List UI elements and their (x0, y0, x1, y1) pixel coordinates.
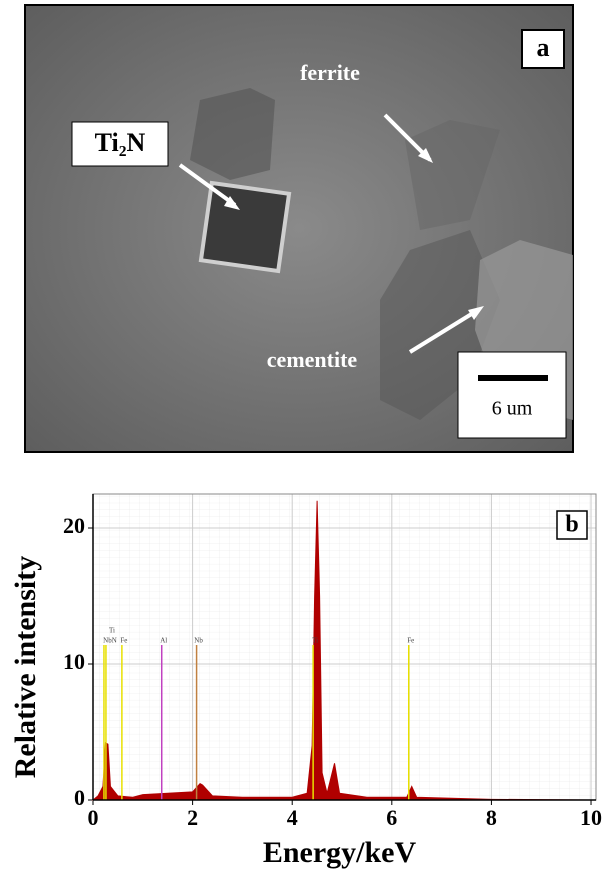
x-tick-label: 0 (88, 805, 99, 830)
plot-background (93, 494, 596, 800)
y-tick-label: 20 (63, 513, 85, 538)
sem-panel: a ferrite Ti₂N cementite 6 um (25, 5, 573, 452)
x-tick-label: 10 (580, 805, 602, 830)
x-axis-title: Energy/keV (263, 836, 417, 869)
scale-box (458, 352, 566, 438)
ti2n-particle (201, 183, 289, 271)
ti2n-label: Ti₂N (95, 128, 146, 157)
element-label: Ti (109, 627, 115, 635)
x-tick-label: 6 (386, 805, 397, 830)
element-label: NbN (103, 637, 117, 645)
x-tick-label: 2 (187, 805, 198, 830)
element-label: Fe (120, 637, 127, 645)
x-tick-label: 8 (486, 805, 497, 830)
grain (190, 88, 275, 180)
figure: a ferrite Ti₂N cementite 6 um 0 10 20 0 2 4 6 8… (0, 0, 606, 872)
ferrite-label: ferrite (300, 60, 360, 85)
y-axis-title: Relative intensity (9, 556, 42, 778)
element-label: Fe (407, 637, 414, 645)
panel-label: b (565, 512, 578, 538)
cementite-label: cementite (267, 347, 358, 372)
scale-label: 6 um (492, 398, 533, 420)
element-label: Ti (312, 637, 318, 645)
y-tick-label: 10 (63, 649, 85, 674)
panel-label: a (537, 33, 550, 62)
element-label: Al (160, 637, 167, 645)
element-label: Nb (194, 637, 203, 645)
x-tick-label: 4 (287, 805, 298, 830)
y-tick-label: 0 (74, 785, 85, 810)
